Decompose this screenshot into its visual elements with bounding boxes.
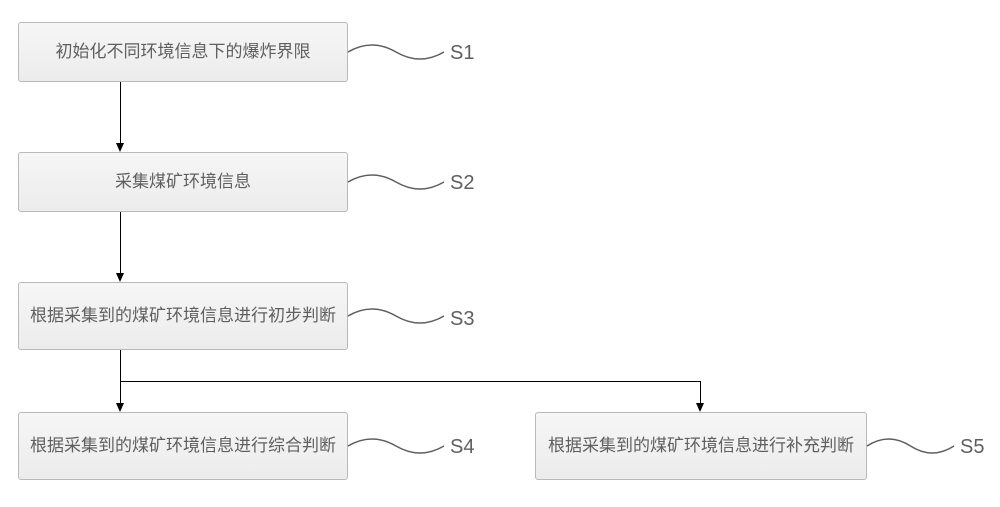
arrow-a2: [120, 212, 121, 273]
flow-node-n2: 采集煤矿环境信息: [18, 152, 348, 212]
branch-horizontal: [120, 381, 700, 382]
step-label-s5: S5: [960, 436, 984, 459]
arrow-head-a1: [116, 143, 124, 152]
flow-node-n1: 初始化不同环境信息下的爆炸界限: [18, 22, 348, 82]
curve-c2: [348, 164, 444, 200]
curve-c1: [348, 34, 444, 70]
curve-c3: [348, 298, 444, 334]
branch-arrow-head: [696, 403, 704, 412]
step-label-s2: S2: [450, 172, 474, 195]
step-label-s4: S4: [450, 436, 474, 459]
arrow-a3: [120, 350, 121, 403]
curve-c5: [867, 428, 954, 464]
flow-node-n4: 根据采集到的煤矿环境信息进行综合判断: [18, 412, 348, 480]
branch-vertical: [700, 381, 701, 403]
arrow-head-a2: [116, 273, 124, 282]
curve-c4: [348, 428, 444, 464]
flow-node-n5: 根据采集到的煤矿环境信息进行补充判断: [535, 412, 867, 480]
flowchart-canvas: 初始化不同环境信息下的爆炸界限采集煤矿环境信息根据采集到的煤矿环境信息进行初步判…: [0, 0, 1000, 507]
step-label-s1: S1: [450, 42, 474, 65]
step-label-s3: S3: [450, 308, 474, 331]
arrow-a1: [120, 82, 121, 143]
flow-node-n3: 根据采集到的煤矿环境信息进行初步判断: [18, 282, 348, 350]
arrow-head-a3: [116, 403, 124, 412]
